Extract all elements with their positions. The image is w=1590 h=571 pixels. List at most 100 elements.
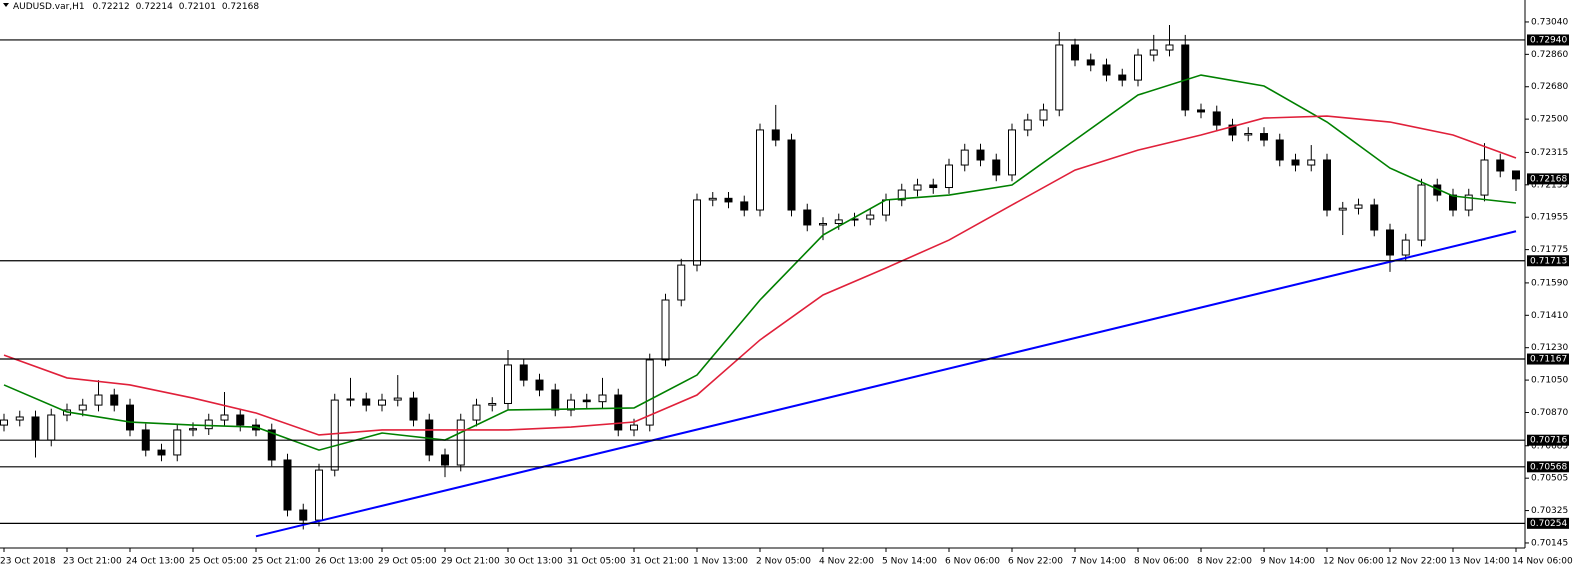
candle-body [1323,159,1331,211]
x-tick-label: 12 Nov 06:00 [1323,557,1384,567]
candle-body [866,214,875,220]
candle-body [315,469,323,521]
header-arrow [3,3,9,7]
candle-body [976,149,985,161]
candle-body [1307,159,1316,166]
candle-body [1386,229,1394,256]
candle-body [472,404,481,421]
candle-body [1197,109,1205,113]
candle-body [551,389,560,411]
level-label: 0.71713 [1530,256,1567,266]
y-tick-label: 0.72315 [1531,148,1568,158]
candle-body [47,414,56,441]
candle-body [1480,159,1489,196]
candle-body [724,197,733,203]
x-tick-label: 29 Oct 21:00 [441,557,500,567]
level-label: 0.70568 [1530,462,1567,472]
level-tag [1527,434,1569,446]
candle-body [157,449,166,456]
candle-body [378,399,386,406]
moving-average [3,115,1517,436]
level-tag [1527,461,1569,473]
x-tick-label: 1 Nov 13:00 [693,557,748,567]
candle-body [1055,44,1064,111]
candle-body [708,197,717,201]
candle-body [834,219,843,225]
x-tick-label: 9 Nov 14:00 [1260,557,1315,567]
y-tick-label: 0.71230 [1531,343,1568,353]
candle-body [110,394,119,406]
header: AUDUSD.var,H1 0.72212 0.72214 0.72101 0.… [13,2,259,12]
x-tick-label: 6 Nov 06:00 [945,557,1000,567]
candle-body [1149,49,1158,56]
level-label: 0.72940 [1530,35,1567,45]
candle-body [803,209,812,226]
candle-body [1401,239,1410,256]
candle-body [1449,194,1457,211]
candle-body [913,184,922,191]
candle-body [1275,139,1284,161]
candle-body [1244,133,1253,136]
candle-body [1291,159,1300,166]
candle-body [1228,124,1237,136]
candle-body [614,394,623,431]
x-tick-label: 31 Oct 05:00 [567,557,626,567]
y-tick-label: 0.71590 [1531,278,1568,288]
level-tag [1527,517,1569,529]
trendline [255,230,1517,538]
candle-body [1134,54,1142,81]
candle-body [1071,44,1079,61]
level-tag [1527,353,1569,365]
x-tick-label: 4 Nov 22:00 [819,557,874,567]
candle-body [393,397,402,401]
candle-body [819,223,827,226]
x-tick-label: 6 Nov 22:00 [1008,557,1063,567]
moving-average [3,74,1517,451]
candle-body [535,379,544,391]
candle-body [1260,133,1268,141]
candle-body [1354,204,1363,209]
candle-body [693,199,701,266]
candle-body [1008,129,1016,176]
x-tick-label: 25 Oct 05:00 [189,557,248,567]
header-low: 0.72101 [179,2,216,12]
y-tick-label: 0.72500 [1531,115,1568,125]
candle-body [960,149,969,166]
y-tick-label: 0.72860 [1531,50,1568,60]
candle-body [1370,204,1379,231]
candle-body [771,129,780,141]
candle-body [1102,64,1111,76]
y-tick-label: 0.71050 [1531,376,1568,386]
x-tick-label: 5 Nov 14:00 [882,557,937,567]
level-tag [1527,34,1569,46]
level-tag [1527,255,1569,267]
candle-body [346,398,355,401]
x-tick-label: 8 Nov 22:00 [1197,557,1252,567]
price-label: 0.72168 [1530,174,1567,184]
candle-body [929,184,938,189]
x-tick-label: 31 Oct 21:00 [630,557,689,567]
symbol: AUDUSD.var,H1 [13,2,85,12]
candle-body [330,399,339,471]
candle-body [1086,59,1095,66]
candle-body [787,139,796,211]
candle-body [1165,44,1174,51]
x-tick-label: 25 Oct 21:00 [252,557,311,567]
x-tick-label: 13 Nov 14:00 [1449,557,1510,567]
candle-body [299,509,308,521]
candle-body [267,429,276,461]
header-high: 0.72214 [136,2,173,12]
candle-body [78,404,87,411]
y-tick-label: 0.70505 [1531,474,1568,484]
candle-body [1039,109,1048,121]
candle-body [582,399,591,403]
y-tick-label: 0.70870 [1531,408,1568,418]
candle-body [992,159,1001,176]
candle-body [15,416,24,421]
candle-body [756,129,764,211]
level-label: 0.70716 [1530,436,1567,446]
candle-body [1338,207,1347,211]
candle-body [1212,111,1221,126]
